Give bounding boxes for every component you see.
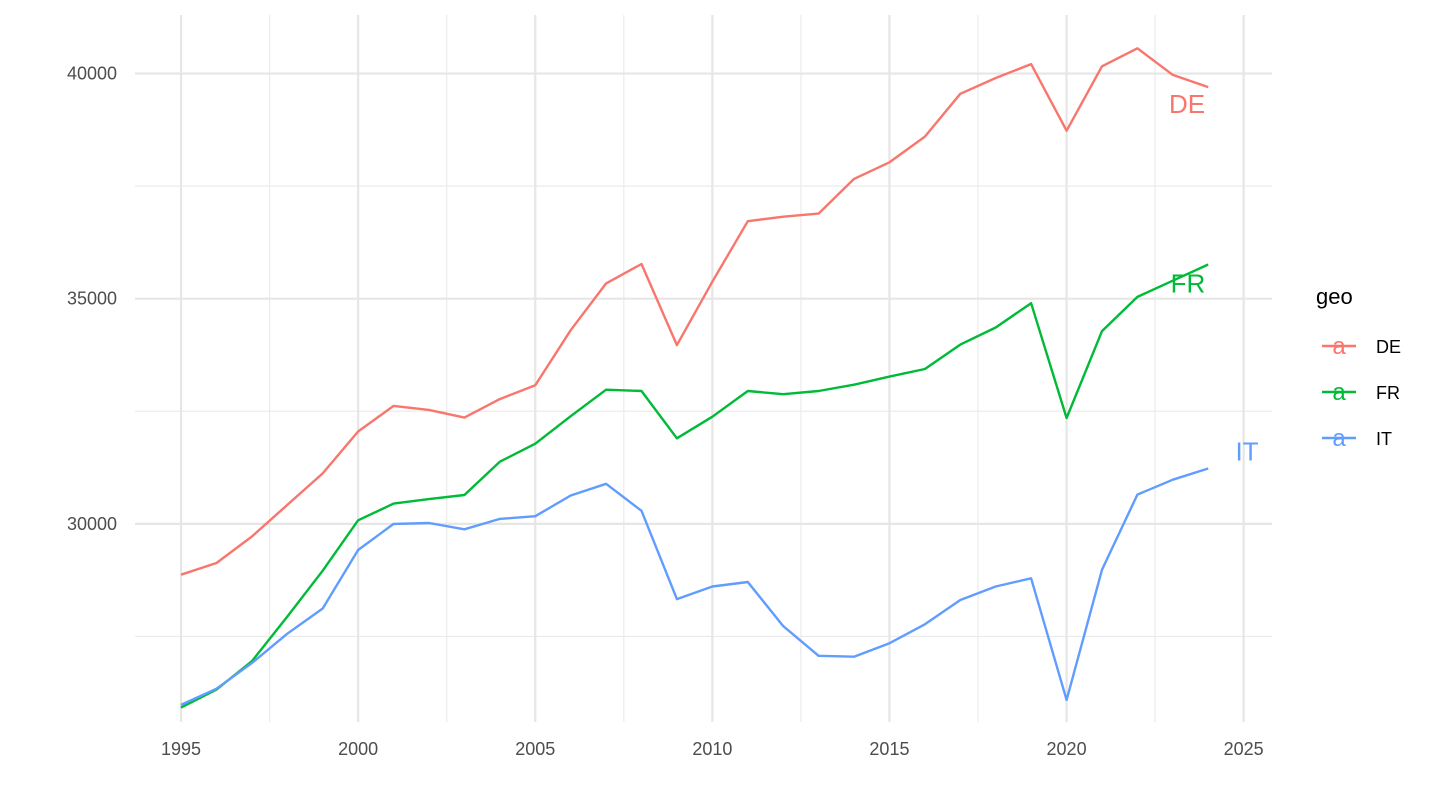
legend-item-de: a DE	[1322, 333, 1401, 360]
end-label-fr: FR	[1171, 268, 1206, 298]
series-line-fr	[180, 263, 1209, 709]
legend: geo a DE a FR a IT	[1316, 284, 1401, 452]
legend-label: FR	[1376, 383, 1400, 403]
legend-item-fr: a FR	[1322, 379, 1400, 406]
end-label-it: IT	[1235, 436, 1258, 466]
x-tick-label: 2005	[515, 739, 555, 759]
legend-label: DE	[1376, 337, 1401, 357]
minor-gridlines	[135, 15, 1272, 722]
y-axis: 30000 35000 40000	[67, 64, 117, 534]
legend-key-glyph: a	[1332, 425, 1346, 452]
x-tick-label: 2025	[1224, 739, 1264, 759]
x-tick-label: 2020	[1047, 739, 1087, 759]
x-tick-label: 2015	[869, 739, 909, 759]
x-tick-label: 2000	[338, 739, 378, 759]
y-tick-label: 40000	[67, 64, 117, 84]
y-tick-label: 35000	[67, 289, 117, 309]
legend-item-it: a IT	[1322, 425, 1392, 452]
major-gridlines	[135, 15, 1272, 722]
series-lines	[180, 47, 1209, 709]
legend-items: a DE a FR a IT	[1322, 333, 1401, 452]
series-end-labels: DE FR IT	[1169, 89, 1259, 466]
series-line-de	[180, 47, 1209, 576]
x-tick-label: 2010	[692, 739, 732, 759]
legend-key-glyph: a	[1332, 333, 1346, 360]
legend-key-glyph: a	[1332, 379, 1346, 406]
x-tick-label: 1995	[161, 739, 201, 759]
end-label-de: DE	[1169, 89, 1205, 119]
y-tick-label: 30000	[67, 514, 117, 534]
series-line-it	[180, 467, 1209, 706]
legend-title: geo	[1316, 284, 1353, 309]
legend-label: IT	[1376, 429, 1392, 449]
x-axis: 1995 2000 2005 2010 2015 2020 2025	[161, 739, 1264, 759]
